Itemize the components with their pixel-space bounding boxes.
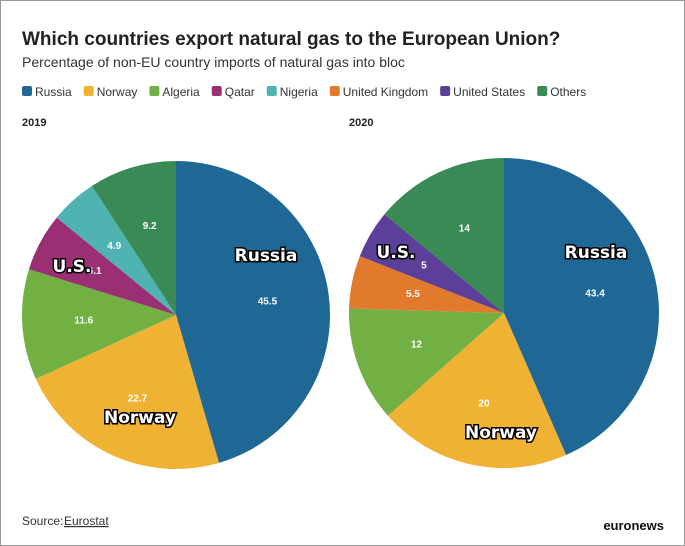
legend-label: Others — [550, 85, 586, 99]
legend-label: Russia — [35, 85, 72, 99]
annotation: Russia — [565, 243, 628, 263]
source-link[interactable]: Eurostat — [64, 514, 109, 528]
legend-label: United Kingdom — [343, 85, 428, 99]
legend-swatch — [329, 86, 340, 96]
pie-slice — [22, 269, 176, 379]
pie-slice — [349, 256, 504, 313]
annotation: Russia — [235, 246, 298, 266]
legend-label: Norway — [97, 85, 138, 99]
annotation: Norway — [465, 423, 537, 443]
legend-swatch — [537, 86, 548, 96]
legend-swatch — [266, 86, 277, 96]
value-label: 5 — [421, 260, 427, 271]
value-label: 5.5 — [406, 289, 420, 300]
legend-swatch — [440, 86, 451, 96]
legend-swatch — [211, 86, 222, 96]
pie-slice — [359, 214, 504, 313]
chart-title: 2019 — [22, 117, 46, 129]
value-label: 45.5 — [258, 297, 278, 308]
pie-slice — [28, 217, 176, 315]
legend-label: Qatar — [225, 85, 255, 99]
legend-label: Nigeria — [280, 85, 318, 99]
brand: euronews — [603, 518, 664, 533]
legend: Russia Norway Algeria Qatar Nigeria United Ki… — [22, 85, 586, 99]
pie-slice — [384, 158, 504, 313]
value-label: 43.4 — [585, 289, 605, 300]
legend-swatch — [83, 86, 94, 96]
annotation: U.S. — [377, 243, 416, 263]
value-label: 6.1 — [88, 266, 102, 277]
pie-slice — [176, 161, 331, 463]
value-label: 22.7 — [128, 394, 148, 405]
value-label: 4.9 — [107, 241, 121, 252]
annotation: U.S. — [53, 257, 92, 277]
legend-label: United States — [453, 85, 525, 99]
subtitle: Percentage of non-EU country imports of … — [22, 54, 405, 70]
value-label: 11.6 — [74, 315, 93, 326]
source-label: Source: — [22, 514, 63, 528]
annotation: Norway — [104, 408, 176, 428]
value-label: 14 — [459, 224, 471, 235]
value-label: 12 — [411, 339, 423, 350]
legend-swatch — [22, 86, 32, 96]
value-label: 9.2 — [143, 221, 157, 232]
pie-slice — [387, 313, 567, 468]
legend-swatch — [149, 86, 160, 96]
pie-slice — [348, 308, 504, 416]
pie-slice — [91, 161, 176, 315]
pie-slice — [504, 158, 659, 456]
title: Which countries export natural gas to th… — [22, 29, 560, 50]
pie-slice — [35, 315, 219, 469]
value-label: 20 — [478, 398, 490, 409]
pie-slice — [56, 186, 176, 315]
chart-title: 2020 — [349, 117, 373, 129]
legend-label: Algeria — [162, 85, 200, 99]
